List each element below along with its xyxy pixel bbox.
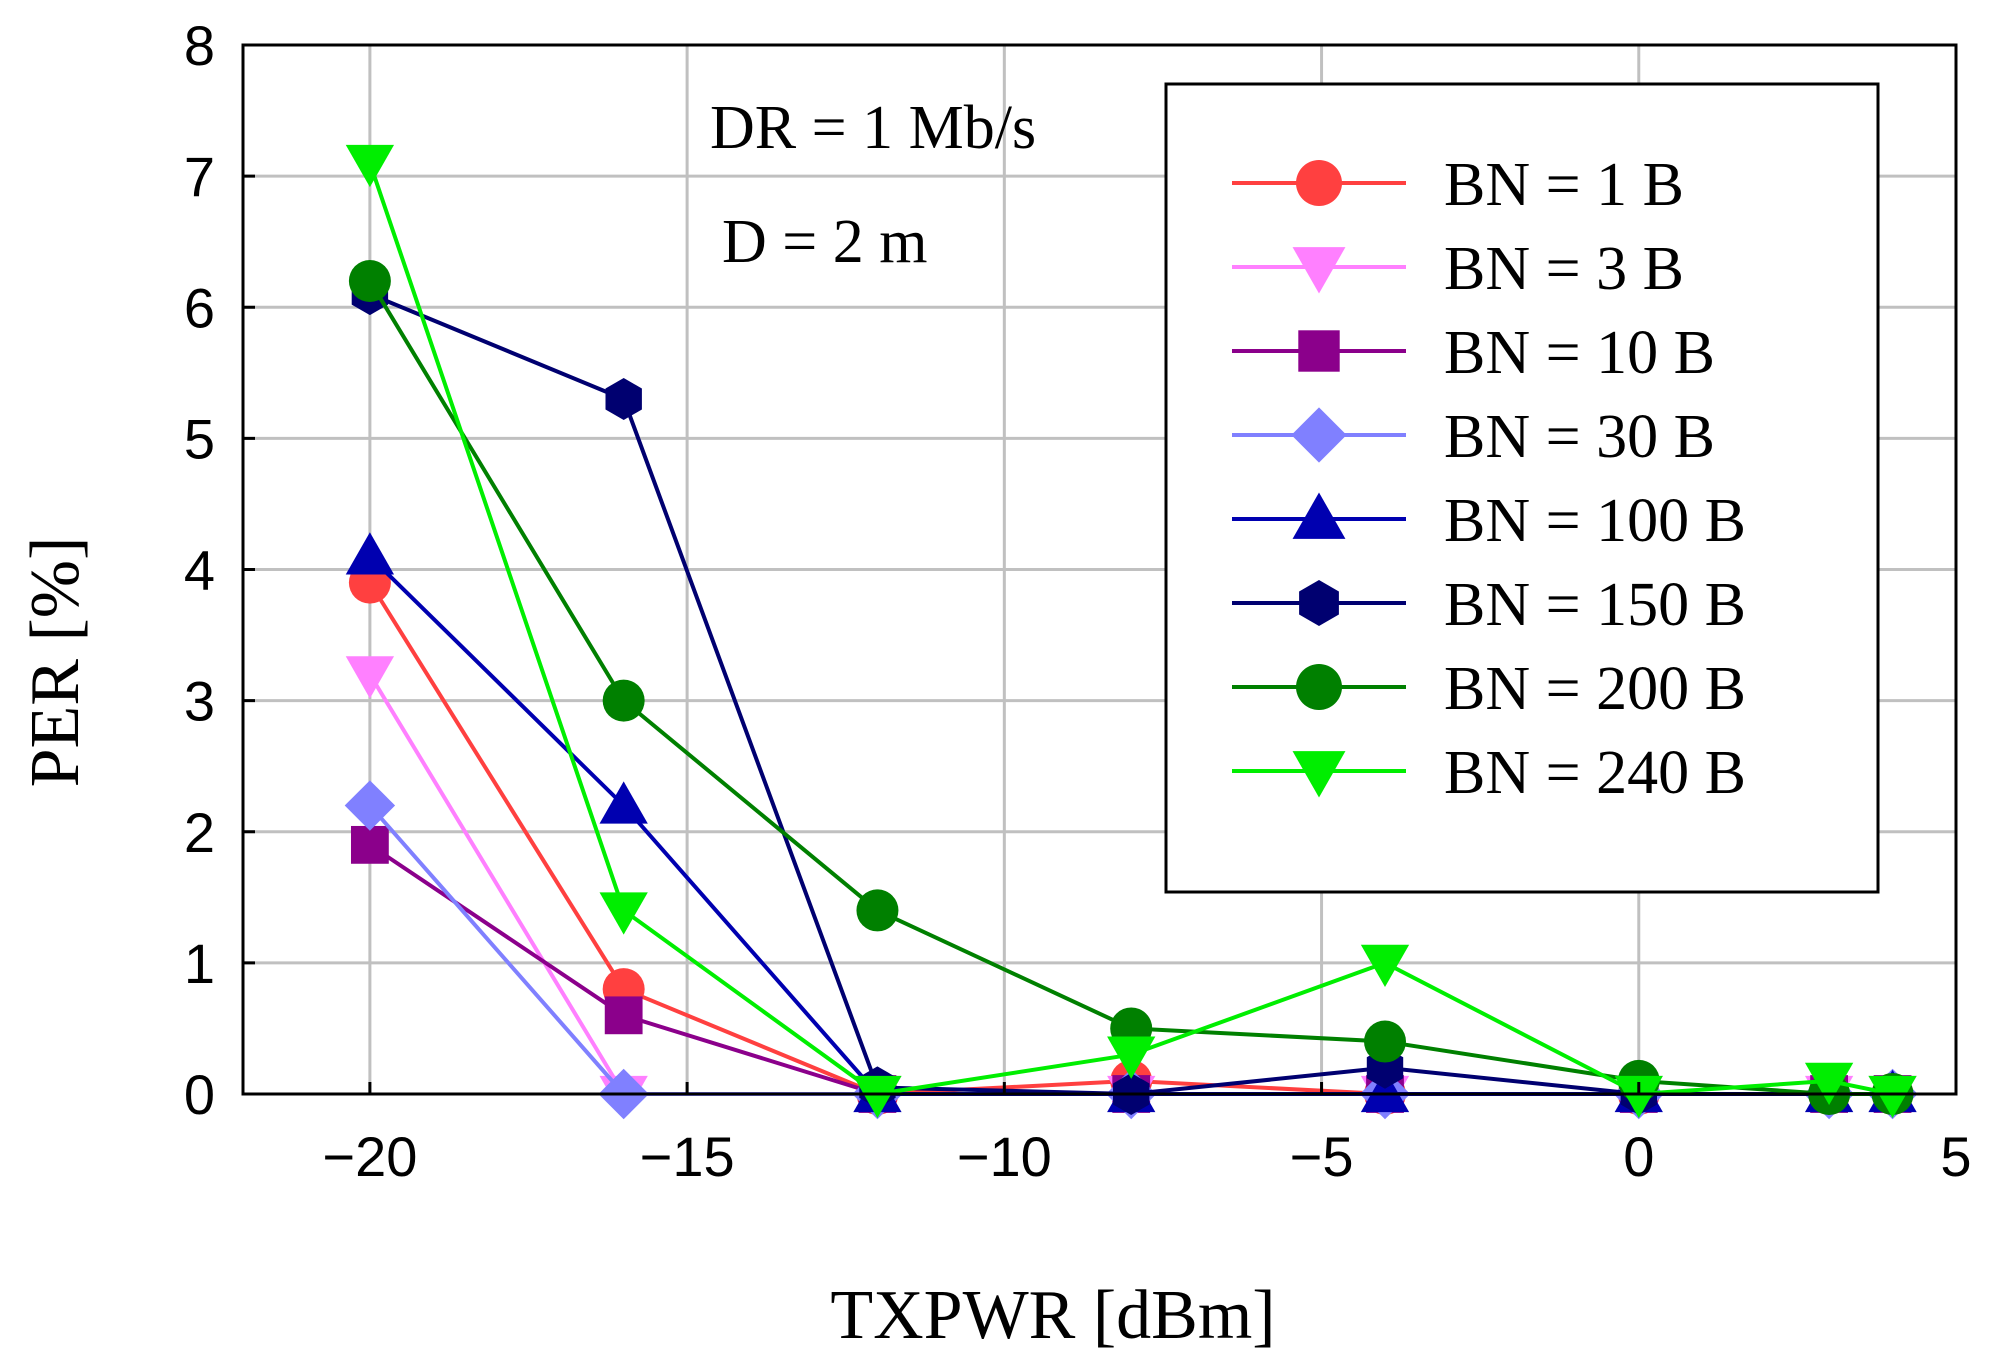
x-axis-title: TXPWR [dBm] xyxy=(830,1277,1275,1354)
legend-marker xyxy=(1298,330,1340,372)
data-point xyxy=(1360,1069,1410,1113)
annotation-data-rate: DR = 1 Mb/s xyxy=(710,94,1036,162)
data-point xyxy=(1868,1075,1917,1119)
legend-marker xyxy=(1299,580,1339,626)
legend-entry-bn-100-b: BN = 100 B xyxy=(1232,487,1746,555)
y-tick-label: 7 xyxy=(184,145,215,208)
legend-box xyxy=(1164,82,1880,894)
y-tick-label: 3 xyxy=(184,670,215,733)
series-bn-240-b xyxy=(345,144,1917,1119)
x-tick-label: −5 xyxy=(1290,1125,1354,1188)
legend-entry-bn-150-b: BN = 150 B xyxy=(1232,571,1746,639)
y-axis-title: PER [%] xyxy=(17,537,94,788)
legend-label: BN = 10 B xyxy=(1444,319,1715,387)
legend-entry-bn-200-b: BN = 200 B xyxy=(1232,655,1746,723)
data-point xyxy=(1107,1036,1156,1079)
data-point xyxy=(350,825,389,864)
data-point xyxy=(599,781,648,824)
y-tick-label: 8 xyxy=(184,14,215,77)
data-point xyxy=(344,780,396,831)
data-point xyxy=(1804,1062,1854,1106)
legend-entry-bn-10-b: BN = 10 B xyxy=(1232,319,1715,387)
legend-label: BN = 100 B xyxy=(1444,487,1746,555)
y-tick-label: 0 xyxy=(184,1063,215,1126)
data-point xyxy=(1360,944,1410,988)
legend-entry-bn-3-b: BN = 3 B xyxy=(1232,235,1684,303)
data-point xyxy=(599,892,648,935)
legend-label: BN = 240 B xyxy=(1444,739,1746,807)
legend: BN = 1 B BN = 3 B BN = 10 B BN = 30 B BN = 1… xyxy=(1164,82,1880,894)
y-tick-label: 5 xyxy=(184,407,215,470)
legend-marker xyxy=(1291,407,1347,463)
data-point xyxy=(605,378,642,420)
legend-label: BN = 150 B xyxy=(1444,571,1746,639)
legend-label: BN = 200 B xyxy=(1444,655,1746,723)
series-layer xyxy=(344,144,1918,1120)
data-point xyxy=(1364,1020,1406,1063)
y-tick-label: 1 xyxy=(184,932,215,995)
data-point xyxy=(345,144,395,188)
legend-marker xyxy=(1296,664,1342,710)
data-point xyxy=(604,996,643,1035)
legend-label: BN = 3 B xyxy=(1444,235,1684,303)
legend-entry-bn-240-b: BN = 240 B xyxy=(1232,739,1746,807)
series-line xyxy=(368,279,1893,1096)
legend-label: BN = 30 B xyxy=(1444,403,1715,471)
y-tick-label: 6 xyxy=(184,276,215,339)
data-point xyxy=(602,679,645,722)
legend-label: BN = 1 B xyxy=(1444,151,1684,219)
ticks: −20 −15 −10 −5 0 5 0 1 2 3 4 5 6 7 8 xyxy=(184,14,1972,1188)
data-point xyxy=(345,532,395,575)
x-tick-label: −10 xyxy=(957,1125,1052,1188)
legend-entry-bn-30-b: BN = 30 B xyxy=(1232,403,1715,471)
annotation-distance: D = 2 m xyxy=(722,208,927,276)
data-point xyxy=(1614,1075,1663,1119)
legend-marker xyxy=(1296,160,1342,206)
x-tick-label: −20 xyxy=(322,1125,417,1188)
x-tick-label: 5 xyxy=(1940,1125,1971,1188)
data-point xyxy=(348,260,391,303)
legend-marker xyxy=(1292,751,1346,798)
series-line xyxy=(368,162,1894,1096)
x-tick-label: −15 xyxy=(640,1125,735,1188)
data-point xyxy=(345,656,395,699)
y-tick-label: 4 xyxy=(184,539,215,602)
legend-marker xyxy=(1292,492,1346,539)
data-point xyxy=(853,1075,902,1119)
x-tick-label: 0 xyxy=(1623,1125,1654,1188)
y-tick-label: 2 xyxy=(184,801,215,864)
data-point xyxy=(856,889,899,932)
legend-entries: BN = 1 B BN = 3 B BN = 10 B BN = 30 B BN = 1… xyxy=(1232,151,1746,807)
legend-entry-bn-1-b: BN = 1 B xyxy=(1232,151,1684,219)
legend-marker xyxy=(1292,247,1346,294)
